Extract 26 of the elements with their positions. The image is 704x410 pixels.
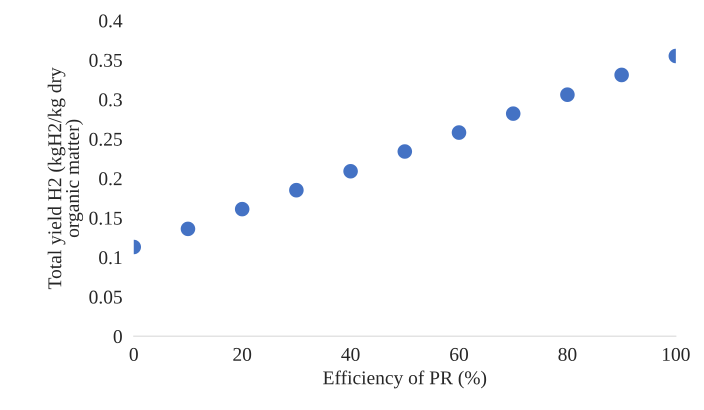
y-tick-label: 0.05 — [89, 290, 122, 304]
x-tick-label: 60 — [450, 348, 468, 361]
x-tick-label: 40 — [341, 348, 360, 361]
y-tick-label: 0.4 — [99, 14, 122, 28]
point — [398, 144, 412, 159]
y-tick-label: 0.1 — [99, 251, 122, 264]
y-tick-label: 0.2 — [99, 172, 122, 186]
y-tick-label: 0.3 — [99, 93, 122, 106]
y-tick-label: 0 — [114, 330, 122, 344]
y-tick-label: 0.25 — [89, 132, 122, 146]
point — [180, 222, 196, 236]
x-axis-title: Efficiency of PR (%) — [323, 370, 486, 388]
x-tick-label: 0 — [130, 348, 138, 361]
point — [506, 106, 520, 121]
point — [234, 202, 250, 216]
x-tick-label: 20 — [233, 348, 252, 361]
x-tick-label: 100 — [662, 348, 690, 361]
point — [614, 68, 629, 82]
point — [343, 164, 358, 179]
x-tick-label: 80 — [558, 348, 576, 361]
point — [289, 182, 304, 198]
y-axis-title: Total yield H2 (kgH2/kg dry organic matter) — [48, 67, 84, 290]
y-tick-label: 0.35 — [89, 54, 122, 67]
y-tick-label: 0.15 — [89, 212, 122, 225]
point — [560, 87, 575, 102]
point — [452, 125, 466, 140]
